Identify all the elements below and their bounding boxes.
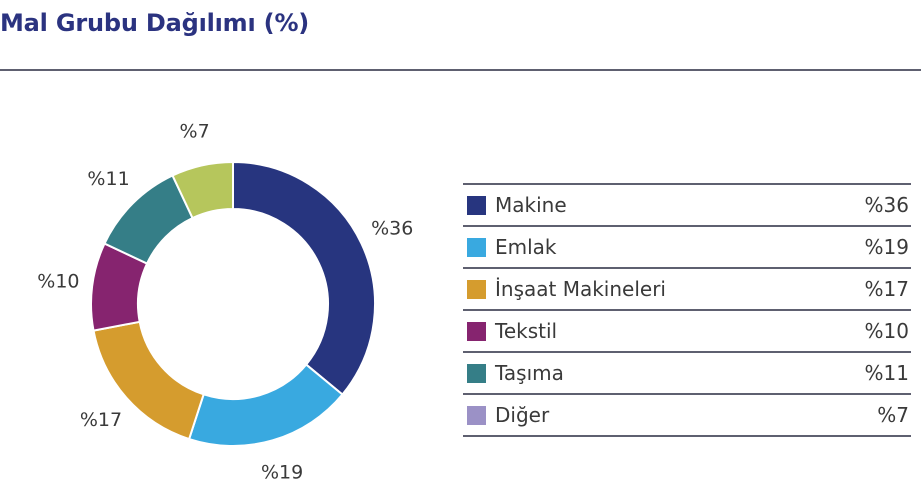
donut-slice-emlak — [187, 363, 344, 447]
legend-value: %7 — [877, 403, 909, 427]
legend-swatch — [467, 195, 486, 215]
donut-chart: %36 %19 %17 %10 %11 %7 — [37, 121, 413, 483]
slice-value-label: %17 — [80, 409, 122, 431]
legend-row-makine: Makine %36 — [463, 183, 911, 225]
legend-value: %10 — [864, 319, 909, 343]
legend-label: Makine — [495, 193, 567, 217]
legend-swatch — [467, 363, 486, 383]
legend-value: %11 — [864, 361, 909, 385]
slice-value-label: %36 — [371, 218, 413, 240]
legend-value: %17 — [864, 277, 909, 301]
legend-row-diger: Diğer %7 — [463, 393, 911, 437]
donut-slice-diğer — [171, 160, 234, 220]
legend-swatch — [467, 405, 486, 425]
legend-swatch — [467, 279, 486, 299]
legend-value: %19 — [864, 235, 909, 259]
title-divider — [0, 69, 921, 71]
legend-label: Tekstil — [495, 319, 558, 343]
donut-slice-makine — [232, 160, 376, 396]
legend-label: Diğer — [495, 403, 550, 427]
chart-title: Mal Grubu Dağılımı (%) — [0, 9, 310, 37]
slice-value-label: %11 — [87, 168, 129, 190]
legend-label: İnşaat Makineleri — [495, 277, 666, 301]
legend-row-emlak: Emlak %19 — [463, 225, 911, 267]
legend-label: Emlak — [495, 235, 557, 259]
slice-value-label: %19 — [261, 462, 303, 483]
legend-label: Taşıma — [495, 361, 564, 385]
slice-value-label: %7 — [180, 121, 210, 143]
slice-value-label: %10 — [37, 270, 79, 292]
legend-row-insaat-makineleri: İnşaat Makineleri %17 — [463, 267, 911, 309]
legend-table: Makine %36 Emlak %19 İnşaat Makineleri %… — [463, 183, 911, 437]
legend-swatch — [467, 237, 486, 257]
legend-row-tekstil: Tekstil %10 — [463, 309, 911, 351]
legend-swatch — [467, 321, 486, 341]
legend-value: %36 — [864, 193, 909, 217]
legend-row-tasima: Taşıma %11 — [463, 351, 911, 393]
